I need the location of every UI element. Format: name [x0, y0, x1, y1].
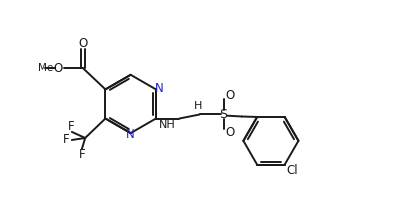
Text: O: O	[225, 89, 234, 102]
Text: Me: Me	[38, 63, 53, 73]
Text: N: N	[126, 128, 135, 141]
Text: O: O	[53, 62, 63, 75]
Text: F: F	[79, 148, 85, 162]
Text: F: F	[68, 120, 74, 133]
Text: F: F	[63, 133, 70, 146]
Text: O: O	[79, 37, 88, 50]
Text: NH: NH	[159, 120, 176, 130]
Text: N: N	[155, 83, 164, 95]
Text: O: O	[225, 126, 234, 139]
Text: Cl: Cl	[286, 164, 298, 177]
Text: S: S	[219, 108, 227, 121]
Text: H: H	[194, 101, 202, 111]
